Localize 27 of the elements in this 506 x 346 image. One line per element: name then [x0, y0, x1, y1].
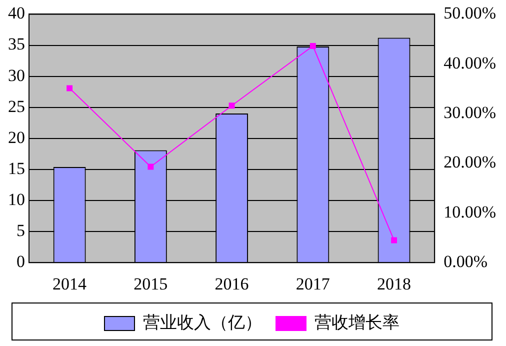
x-tick-label: 2016 [214, 274, 249, 294]
y2-tick-label: 10.00% [444, 202, 496, 222]
point [310, 43, 316, 49]
legend-label: 营业收入（亿） [143, 312, 262, 332]
point [228, 102, 235, 109]
y-tick-label: 10 [8, 190, 25, 209]
point [148, 164, 154, 170]
y-tick-label: 15 [8, 158, 25, 178]
y-tick-label: 0 [16, 252, 25, 272]
legend-label: 营收增长率 [314, 312, 400, 332]
y-tick-label: 30 [8, 66, 25, 85]
y-tick-label: 35 [8, 34, 25, 54]
y2-tick-label: 20.00% [444, 152, 496, 172]
y2-tick-label: 40.00% [444, 53, 496, 72]
y-tick-label: 5 [16, 221, 25, 240]
point [66, 85, 73, 92]
y2-tick-label: 50.00% [444, 4, 496, 23]
y-tick-label: 25 [8, 96, 25, 116]
y-tick-label: 40 [8, 4, 25, 23]
y2-tick-label: 0.00% [444, 252, 488, 272]
x-tick-label: 2017 [296, 274, 330, 294]
x-tick-label: 2015 [134, 274, 168, 294]
y2-tick-label: 30.00% [444, 103, 496, 122]
x-tick-label: 2018 [377, 274, 412, 294]
point [391, 237, 398, 244]
y-tick-label: 20 [8, 128, 25, 147]
x-tick-label: 2014 [52, 274, 88, 294]
